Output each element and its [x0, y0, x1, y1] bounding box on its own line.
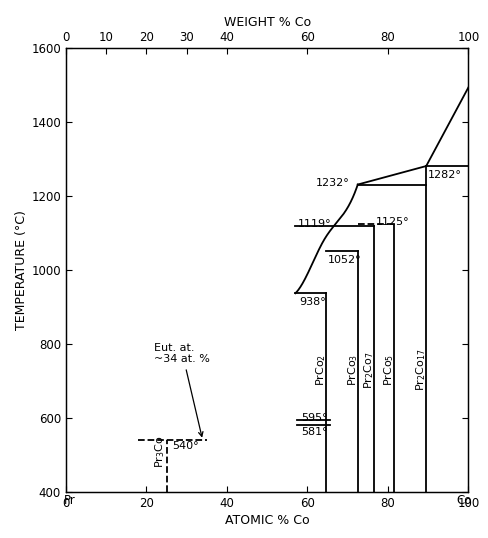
Text: 1125°: 1125°: [376, 217, 409, 227]
Text: PrCo$_5$: PrCo$_5$: [382, 354, 396, 386]
Text: PrCo$_2$: PrCo$_2$: [314, 354, 327, 386]
X-axis label: WEIGHT % Co: WEIGHT % Co: [224, 16, 311, 30]
Text: Pr$_2$Co$_7$: Pr$_2$Co$_7$: [362, 351, 376, 389]
Text: 581°: 581°: [302, 427, 328, 437]
Text: PrCo$_3$: PrCo$_3$: [346, 354, 360, 386]
Text: Pr: Pr: [64, 494, 76, 507]
Text: 1232°: 1232°: [315, 178, 349, 188]
Text: Pr$_3$Co: Pr$_3$Co: [154, 435, 167, 468]
Text: 1052°: 1052°: [327, 254, 361, 265]
Y-axis label: TEMPERATURE (°C): TEMPERATURE (°C): [16, 210, 28, 330]
X-axis label: ATOMIC % Co: ATOMIC % Co: [225, 514, 309, 527]
Text: 540°: 540°: [173, 441, 199, 451]
Text: 595°: 595°: [302, 413, 328, 423]
Text: 1282°: 1282°: [428, 170, 462, 180]
Text: Co: Co: [457, 494, 472, 507]
Text: 938°: 938°: [299, 297, 326, 307]
Text: Eut. at.
~34 at. %: Eut. at. ~34 at. %: [154, 343, 210, 436]
Text: 1119°: 1119°: [297, 220, 331, 230]
Text: Pr$_2$Co$_{17}$: Pr$_2$Co$_{17}$: [414, 349, 428, 392]
